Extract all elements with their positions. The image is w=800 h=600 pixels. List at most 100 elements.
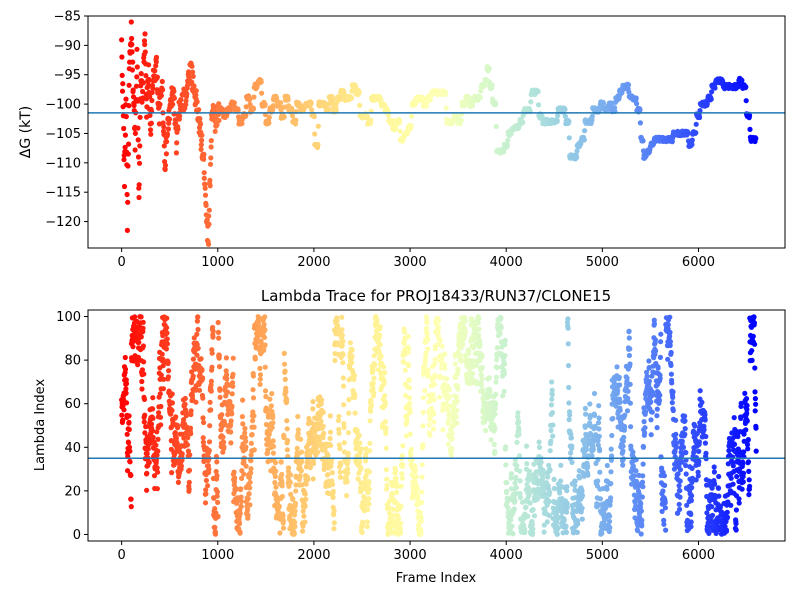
lambda-point (511, 506, 517, 512)
delta-g-point (277, 100, 284, 106)
lambda-point (320, 409, 326, 415)
lambda-point (169, 470, 175, 476)
delta-g-point (397, 128, 403, 134)
lambda-point (517, 468, 523, 474)
lambda-point (243, 438, 249, 444)
lambda-point (164, 336, 170, 342)
lambda-point (364, 519, 370, 525)
lambda-point (531, 461, 537, 467)
lambda-point (670, 407, 676, 414)
lambda-point (497, 330, 503, 337)
lambda-point (282, 368, 288, 374)
lambda-point (327, 429, 334, 435)
lambda-point (161, 376, 167, 382)
lambda-point (460, 342, 466, 348)
delta-g-point (142, 31, 148, 37)
lambda-point (282, 376, 288, 382)
lambda-point (212, 531, 219, 537)
lambda-point (640, 444, 647, 450)
lambda-point (366, 469, 373, 475)
lambda-point (247, 479, 253, 485)
lambda-point (148, 421, 155, 427)
delta-g-point (160, 87, 166, 93)
lambda-point (214, 489, 220, 495)
lambda-point (620, 443, 626, 449)
lambda-point (658, 339, 664, 345)
lambda-point (341, 440, 347, 446)
lambda-point (462, 318, 468, 324)
lambda-point (184, 442, 190, 448)
lambda-point (169, 407, 175, 414)
lambda-point (284, 397, 290, 403)
lambda-point (175, 425, 181, 431)
lambda-point (563, 529, 570, 536)
delta-g-point (216, 117, 222, 124)
lambda-point (432, 372, 438, 378)
lambda-point (194, 331, 200, 337)
lambda-point (150, 434, 156, 440)
lambda-point (591, 390, 598, 397)
lambda-point (508, 475, 514, 481)
lambda-point (298, 436, 304, 442)
lambda-point (564, 488, 570, 494)
lambda-point (126, 413, 132, 419)
lambda-point (199, 367, 205, 373)
lambda-point (318, 401, 324, 407)
lambda-point (454, 420, 460, 426)
lambda-point (279, 493, 285, 500)
lambda-point (442, 351, 448, 357)
lambda-point (514, 439, 520, 445)
lambda-point (625, 388, 631, 394)
lambda-point (431, 419, 437, 425)
lambda-point (341, 424, 347, 430)
lambda-point (549, 379, 555, 385)
lambda-point (240, 397, 246, 403)
lambda-point (446, 386, 453, 392)
lambda-point (492, 411, 498, 417)
lambda-point (477, 342, 483, 348)
delta-g-point (149, 89, 155, 96)
lambda-point (564, 500, 570, 506)
lambda-point (692, 423, 698, 429)
lambda-point (730, 463, 736, 469)
lambda-point (334, 318, 340, 324)
lambda-point (216, 335, 222, 341)
lambda-point (648, 417, 654, 423)
lambda-point (200, 439, 206, 445)
lambda-point (141, 371, 147, 377)
lambda-point (585, 463, 591, 470)
delta-g-point (243, 112, 249, 118)
lambda-point (641, 419, 647, 425)
lambda-point (404, 413, 410, 419)
lambda-point (154, 465, 160, 471)
delta-g-point (136, 160, 143, 166)
delta-g-x-ticks: 0 1000 2000 3000 4000 5000 6000 (118, 248, 715, 270)
lambda-point (248, 440, 254, 446)
delta-g-point (326, 101, 332, 107)
delta-g-point (626, 89, 632, 95)
delta-g-point (555, 113, 561, 119)
lambda-point (424, 331, 430, 337)
lambda-point (164, 341, 170, 347)
delta-g-point (201, 156, 207, 162)
lambda-point (194, 318, 200, 324)
delta-g-point (637, 107, 643, 113)
lambda-point (406, 362, 412, 369)
lambda-point (156, 410, 162, 416)
lambda-point (668, 362, 674, 368)
lambda-point (245, 496, 251, 502)
lambda-point (462, 329, 468, 335)
lambda-point (249, 432, 255, 438)
delta-g-point (126, 141, 132, 147)
lambda-point (318, 418, 324, 424)
lambda-point (682, 426, 688, 432)
lambda-point (384, 482, 390, 489)
delta-g-point (243, 104, 249, 110)
lambda-point (378, 353, 384, 359)
lambda-point (368, 403, 374, 409)
lambda-point (299, 458, 305, 464)
delta-g-point (574, 148, 580, 154)
lambda-point (728, 502, 734, 508)
lambda-point (476, 332, 482, 338)
lambda-point (530, 507, 536, 513)
